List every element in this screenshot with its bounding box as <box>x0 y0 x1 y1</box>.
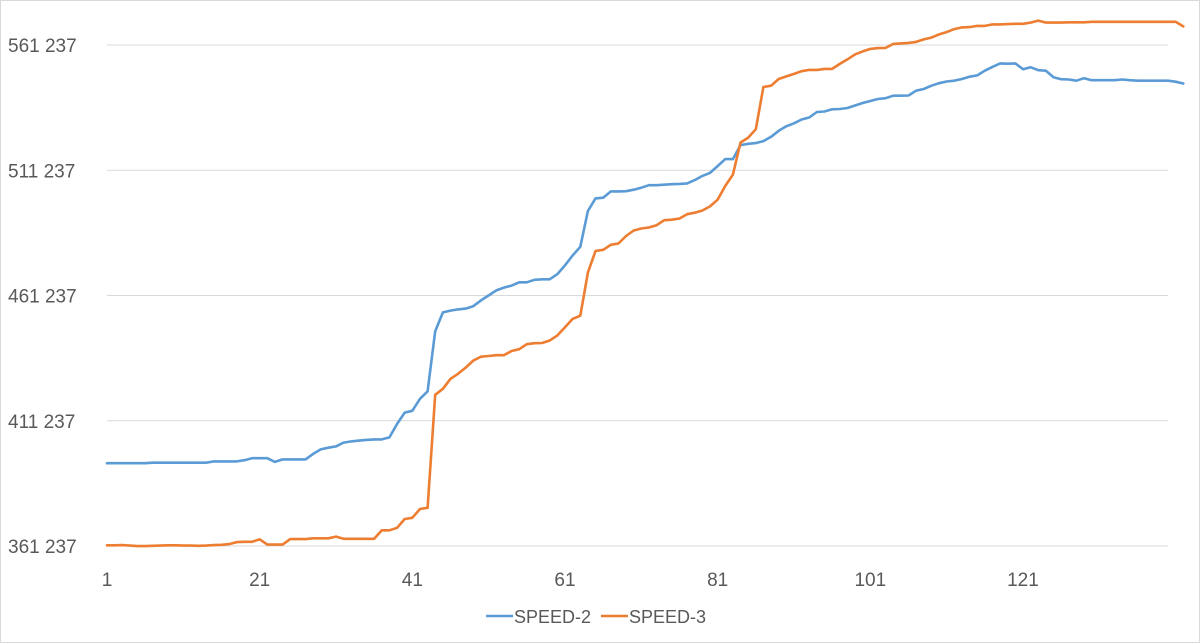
x-tick-label: 101 <box>854 570 886 591</box>
x-tick-label: 81 <box>707 570 728 591</box>
series-line-1 <box>105 62 1185 465</box>
y-tick-label: 561 237 <box>8 36 77 57</box>
x-tick-label: 21 <box>249 570 270 591</box>
y-axis-tick-labels: 361 237 411 237 461 237 511 237 561 237 <box>8 36 77 558</box>
y-tick-label: 361 237 <box>8 537 77 558</box>
y-tick-label: 461 237 <box>8 287 77 308</box>
x-tick-label: 61 <box>554 570 575 591</box>
y-tick-label: 511 237 <box>8 161 75 182</box>
y-tick-label: 411 237 <box>8 412 75 433</box>
legend-label: SPEED-3 <box>629 607 706 627</box>
legend-label: SPEED-2 <box>514 607 591 627</box>
x-tick-label: 41 <box>402 570 423 591</box>
series-lines <box>105 19 1185 548</box>
legend: SPEED-2 SPEED-3 <box>486 607 706 627</box>
gridlines <box>107 44 1168 547</box>
series-line-2 <box>105 19 1185 548</box>
x-tick-label: 121 <box>1007 570 1039 591</box>
x-axis-tick-labels: 1 21 41 61 81 101 121 <box>102 570 1039 591</box>
x-tick-label: 1 <box>102 570 113 591</box>
